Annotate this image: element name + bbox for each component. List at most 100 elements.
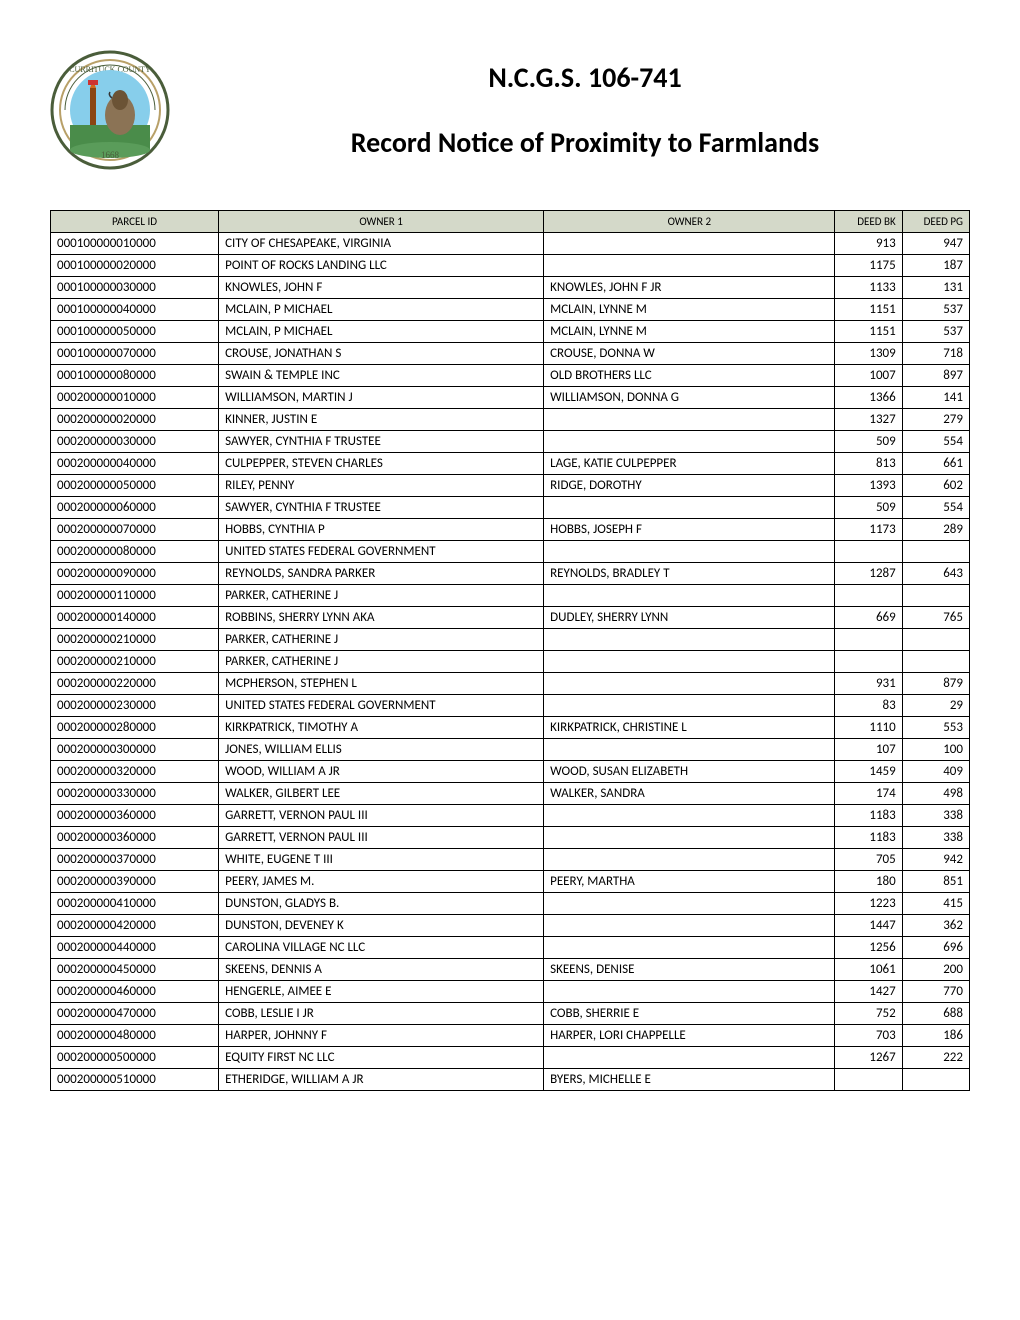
cell-owner1: MCLAIN, P MICHAEL <box>219 299 544 321</box>
document-header: CURRITUCK COUNTY 1668 N.C.G.S. 106-741 R… <box>50 50 970 170</box>
cell-owner2: WALKER, SANDRA <box>544 783 835 805</box>
cell-deed-bk: 1173 <box>835 519 902 541</box>
cell-owner2 <box>544 409 835 431</box>
cell-owner1: SKEENS, DENNIS A <box>219 959 544 981</box>
cell-deed-bk: 1366 <box>835 387 902 409</box>
cell-deed-pg: 362 <box>902 915 969 937</box>
cell-parcel-id: 000200000510000 <box>51 1069 219 1091</box>
cell-owner1: CULPEPPER, STEVEN CHARLES <box>219 453 544 475</box>
cell-owner2: RIDGE, DOROTHY <box>544 475 835 497</box>
cell-owner2 <box>544 893 835 915</box>
cell-owner1: CAROLINA VILLAGE NC LLC <box>219 937 544 959</box>
cell-owner1: CROUSE, JONATHAN S <box>219 343 544 365</box>
cell-parcel-id: 000100000030000 <box>51 277 219 299</box>
cell-parcel-id: 000200000330000 <box>51 783 219 805</box>
cell-deed-pg: 947 <box>902 233 969 255</box>
cell-owner2: BYERS, MICHELLE E <box>544 1069 835 1091</box>
cell-parcel-id: 000200000280000 <box>51 717 219 739</box>
table-row: 000200000420000DUNSTON, DEVENEY K1447362 <box>51 915 970 937</box>
parcel-table: PARCEL ID OWNER 1 OWNER 2 DEED BK DEED P… <box>50 210 970 1091</box>
table-row: 000200000090000REYNOLDS, SANDRA PARKERRE… <box>51 563 970 585</box>
header-deed-pg: DEED PG <box>902 211 969 233</box>
table-row: 000200000280000KIRKPATRICK, TIMOTHY AKIR… <box>51 717 970 739</box>
cell-parcel-id: 000200000080000 <box>51 541 219 563</box>
table-body: 000100000010000CITY OF CHESAPEAKE, VIRGI… <box>51 233 970 1091</box>
cell-deed-pg: 553 <box>902 717 969 739</box>
cell-owner2 <box>544 937 835 959</box>
cell-parcel-id: 000200000220000 <box>51 673 219 695</box>
cell-deed-bk: 1447 <box>835 915 902 937</box>
cell-deed-bk: 913 <box>835 233 902 255</box>
cell-parcel-id: 000200000070000 <box>51 519 219 541</box>
table-row: 000100000020000POINT OF ROCKS LANDING LL… <box>51 255 970 277</box>
cell-owner1: UNITED STATES FEDERAL GOVERNMENT <box>219 541 544 563</box>
cell-deed-bk <box>835 541 902 563</box>
cell-parcel-id: 000200000090000 <box>51 563 219 585</box>
table-row: 000200000460000HENGERLE, AIMEE E1427770 <box>51 981 970 1003</box>
cell-parcel-id: 000100000050000 <box>51 321 219 343</box>
table-row: 000100000080000SWAIN & TEMPLE INCOLD BRO… <box>51 365 970 387</box>
cell-owner1: SWAIN & TEMPLE INC <box>219 365 544 387</box>
cell-deed-bk: 1256 <box>835 937 902 959</box>
cell-deed-bk: 931 <box>835 673 902 695</box>
table-row: 000100000010000CITY OF CHESAPEAKE, VIRGI… <box>51 233 970 255</box>
cell-deed-pg: 661 <box>902 453 969 475</box>
cell-parcel-id: 000200000440000 <box>51 937 219 959</box>
cell-deed-pg: 29 <box>902 695 969 717</box>
cell-parcel-id: 000200000010000 <box>51 387 219 409</box>
cell-owner1: REYNOLDS, SANDRA PARKER <box>219 563 544 585</box>
cell-parcel-id: 000200000210000 <box>51 629 219 651</box>
cell-owner1: DUNSTON, GLADYS B. <box>219 893 544 915</box>
cell-deed-pg: 131 <box>902 277 969 299</box>
table-row: 000200000080000UNITED STATES FEDERAL GOV… <box>51 541 970 563</box>
cell-deed-pg: 100 <box>902 739 969 761</box>
table-row: 000200000370000WHITE, EUGENE T III705942 <box>51 849 970 871</box>
cell-owner1: UNITED STATES FEDERAL GOVERNMENT <box>219 695 544 717</box>
cell-owner2: MCLAIN, LYNNE M <box>544 299 835 321</box>
cell-owner2: PEERY, MARTHA <box>544 871 835 893</box>
cell-deed-bk: 1287 <box>835 563 902 585</box>
cell-owner1: KIRKPATRICK, TIMOTHY A <box>219 717 544 739</box>
cell-parcel-id: 000200000030000 <box>51 431 219 453</box>
table-row: 000200000030000SAWYER, CYNTHIA F TRUSTEE… <box>51 431 970 453</box>
cell-deed-pg: 338 <box>902 805 969 827</box>
cell-parcel-id: 000100000010000 <box>51 233 219 255</box>
document-title: N.C.G.S. 106-741 <box>200 60 970 95</box>
cell-deed-pg: 879 <box>902 673 969 695</box>
table-row: 000100000050000MCLAIN, P MICHAELMCLAIN, … <box>51 321 970 343</box>
cell-owner2 <box>544 497 835 519</box>
table-row: 000200000480000HARPER, JOHNNY FHARPER, L… <box>51 1025 970 1047</box>
cell-owner2: LAGE, KATIE CULPEPPER <box>544 453 835 475</box>
cell-owner2: KIRKPATRICK, CHRISTINE L <box>544 717 835 739</box>
cell-owner2: HARPER, LORI CHAPPELLE <box>544 1025 835 1047</box>
cell-deed-pg: 409 <box>902 761 969 783</box>
cell-deed-bk: 1327 <box>835 409 902 431</box>
cell-owner2 <box>544 981 835 1003</box>
cell-deed-bk: 1427 <box>835 981 902 1003</box>
cell-parcel-id: 000200000450000 <box>51 959 219 981</box>
svg-text:1668: 1668 <box>101 150 120 160</box>
cell-deed-bk: 1393 <box>835 475 902 497</box>
cell-deed-pg: 688 <box>902 1003 969 1025</box>
cell-owner2 <box>544 233 835 255</box>
header-parcel-id: PARCEL ID <box>51 211 219 233</box>
cell-parcel-id: 000200000110000 <box>51 585 219 607</box>
cell-deed-bk: 83 <box>835 695 902 717</box>
cell-owner2: COBB, SHERRIE E <box>544 1003 835 1025</box>
cell-owner1: PEERY, JAMES M. <box>219 871 544 893</box>
cell-owner1: COBB, LESLIE I JR <box>219 1003 544 1025</box>
table-row: 000200000010000WILLIAMSON, MARTIN JWILLI… <box>51 387 970 409</box>
table-row: 000200000040000CULPEPPER, STEVEN CHARLES… <box>51 453 970 475</box>
table-row: 000200000300000JONES, WILLIAM ELLIS10710… <box>51 739 970 761</box>
table-row: 000200000110000PARKER, CATHERINE J <box>51 585 970 607</box>
cell-deed-pg: 537 <box>902 299 969 321</box>
cell-parcel-id: 000200000050000 <box>51 475 219 497</box>
cell-owner1: DUNSTON, DEVENEY K <box>219 915 544 937</box>
cell-owner1: HOBBS, CYNTHIA P <box>219 519 544 541</box>
cell-deed-bk: 1151 <box>835 321 902 343</box>
cell-deed-bk <box>835 1069 902 1091</box>
table-row: 000200000020000KINNER, JUSTIN E1327279 <box>51 409 970 431</box>
cell-deed-bk: 1459 <box>835 761 902 783</box>
cell-owner2 <box>544 629 835 651</box>
cell-owner2 <box>544 805 835 827</box>
